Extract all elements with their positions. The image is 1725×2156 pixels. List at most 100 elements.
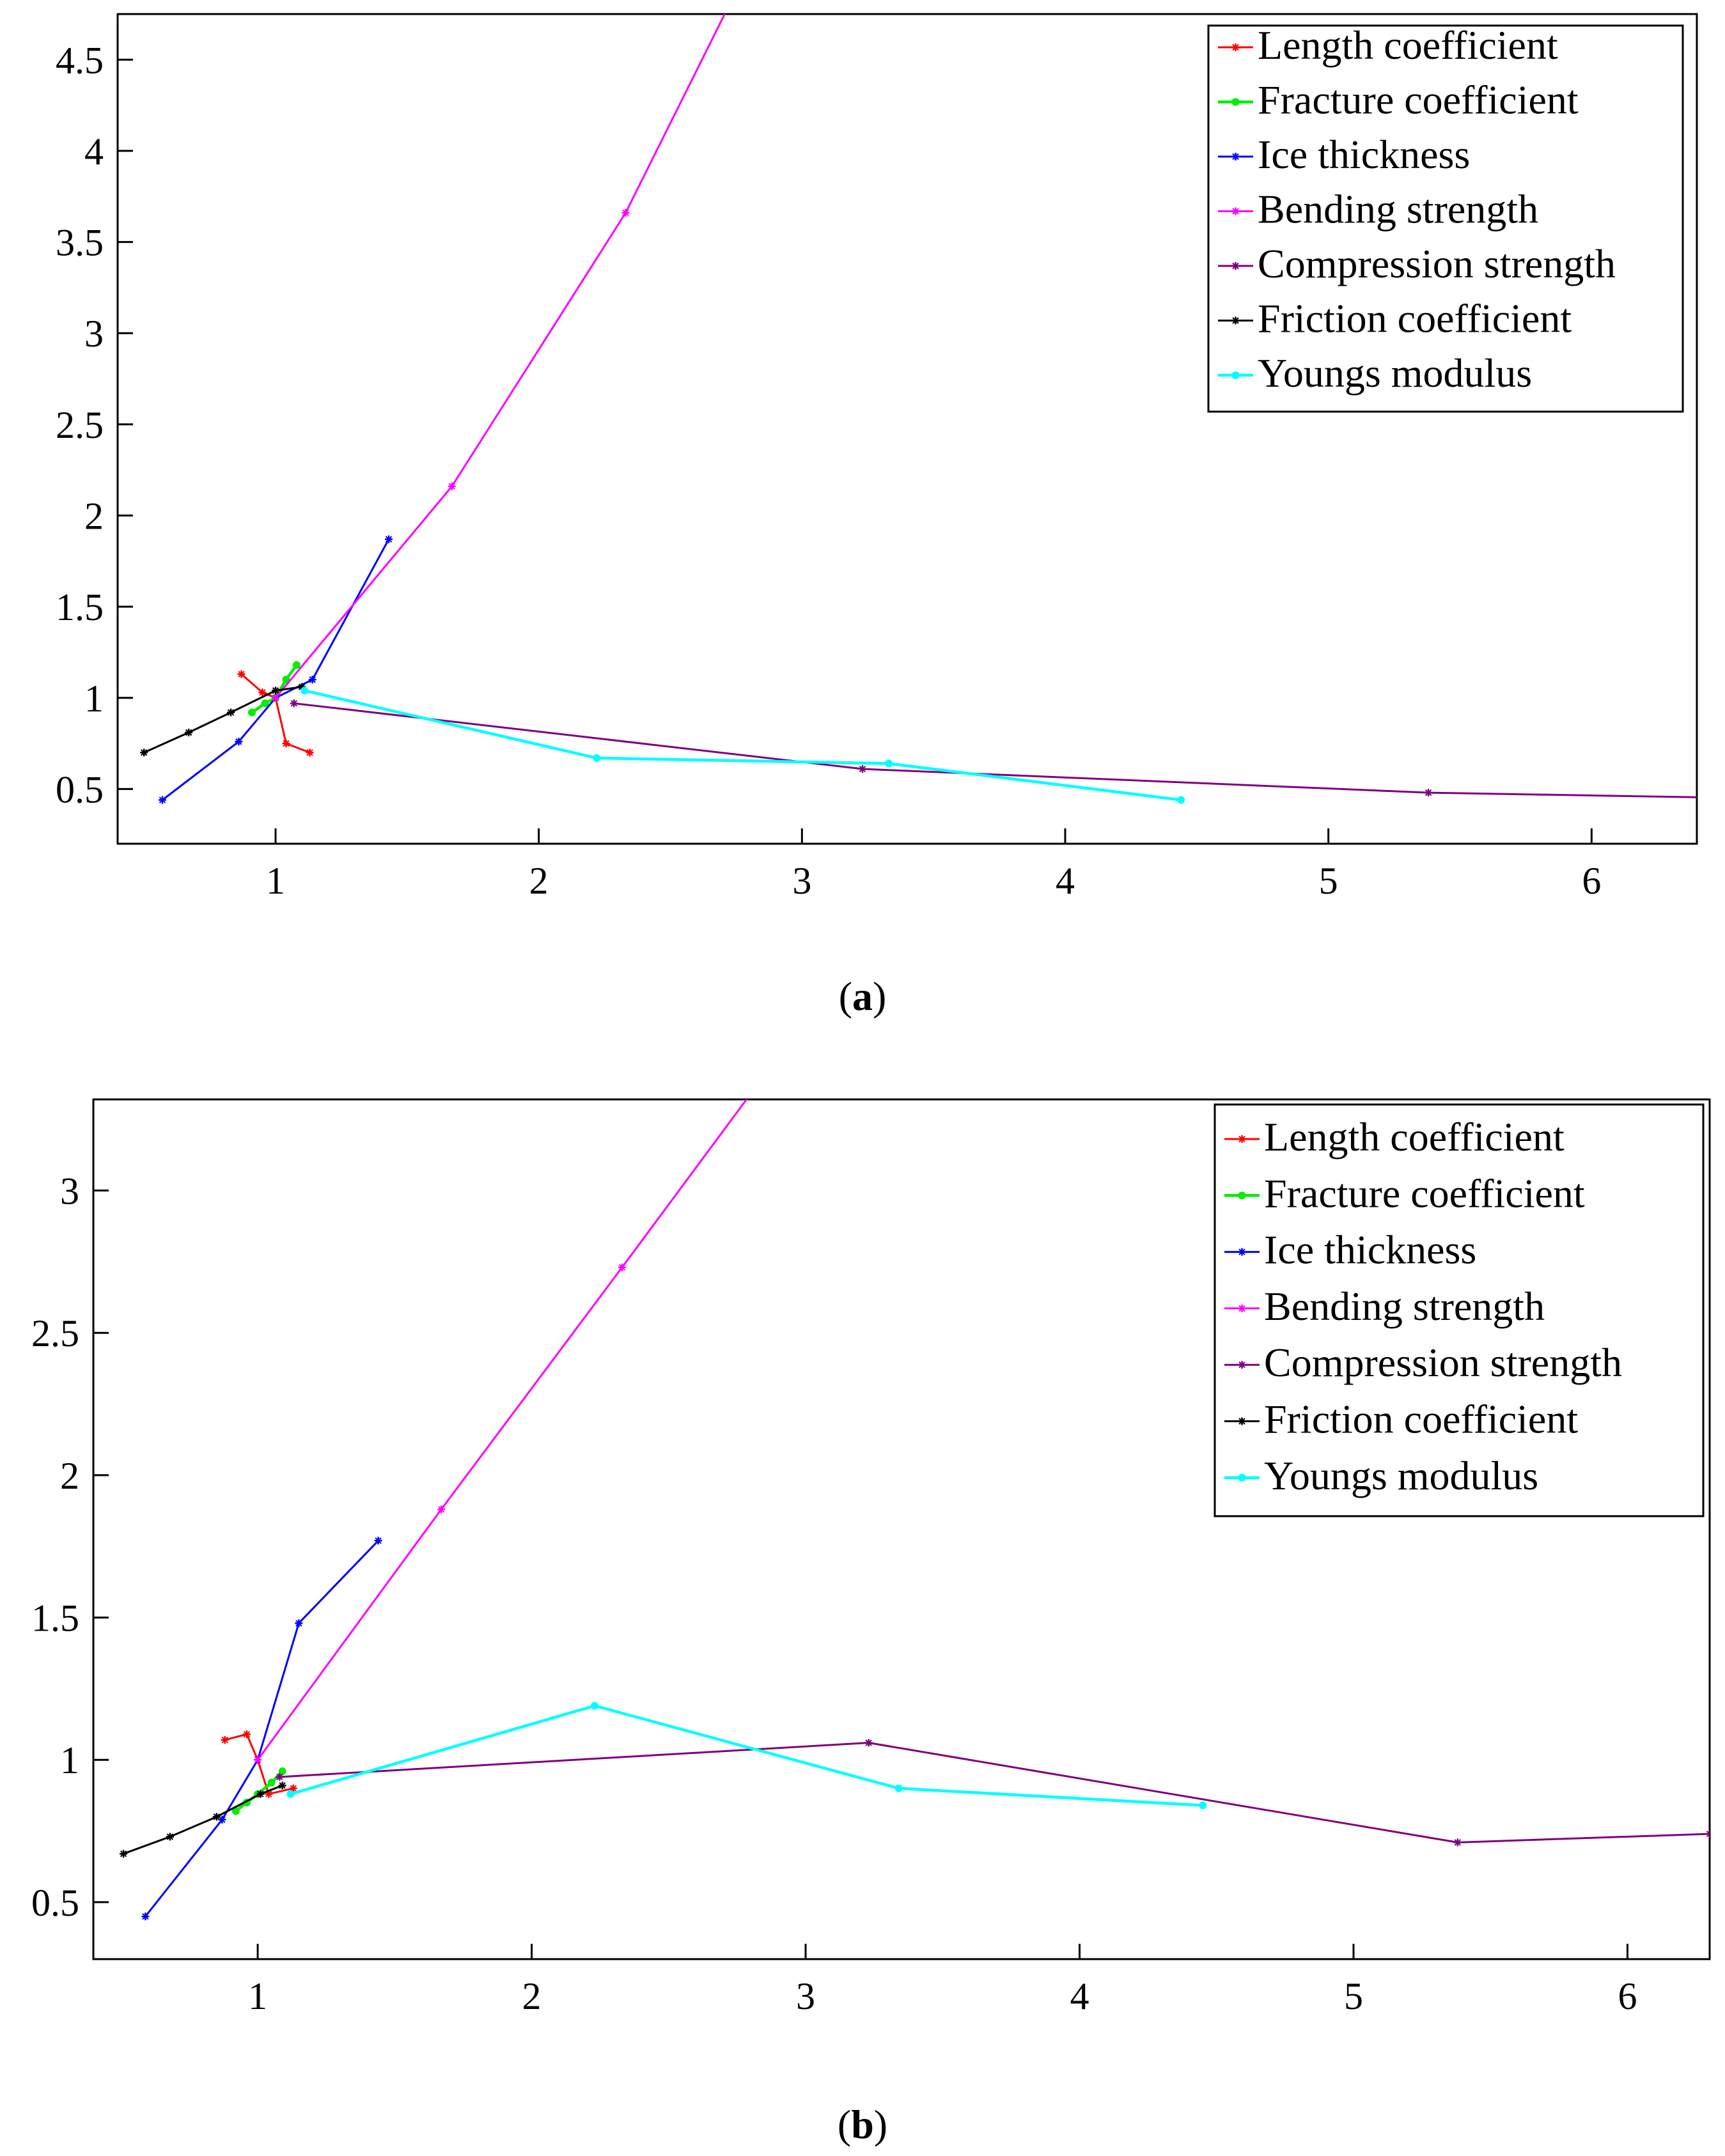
legend-label-compression-strength: Compression strength xyxy=(1258,241,1616,286)
data-point-bending-strength xyxy=(618,1263,626,1271)
data-point-friction-coefficient xyxy=(272,686,279,695)
legend-marker-fracture-coefficient xyxy=(1238,1191,1246,1200)
y-tick-label: 3 xyxy=(84,313,104,355)
series-line-compression-strength xyxy=(293,702,1697,798)
tick-group-a: 1 2 3 4 5 6 0.5 1 1.5 2 2.5 3 3.5 4 4.5 xyxy=(56,39,1601,902)
data-point-compression-strength xyxy=(1424,789,1433,797)
data-point-fracture-coefficient xyxy=(278,1767,286,1776)
legend-marker-fracture-coefficient xyxy=(1231,98,1240,106)
chart-panel-a: 1 2 3 4 5 6 0.5 1 1.5 2 2.5 3 3.5 4 4.5 Length coeffic… xyxy=(56,13,1698,1019)
data-point-youngs-modulus xyxy=(591,1702,599,1710)
data-point-length-coefficient xyxy=(289,1784,297,1792)
data-point-bending-strength xyxy=(802,1016,809,1023)
legend-marker-friction-coefficient xyxy=(1238,1417,1246,1425)
legend-label-friction-coefficient: Friction coefficient xyxy=(1264,1397,1578,1442)
data-point-ice-thickness xyxy=(218,1815,226,1824)
data-point-bending-strength xyxy=(254,1756,262,1764)
series-line-compression-strength xyxy=(279,1742,1710,1843)
legend-label-fracture-coefficient: Fracture coefficient xyxy=(1264,1170,1585,1216)
data-point-ice-thickness xyxy=(374,1537,382,1545)
legend-marker-ice-thickness xyxy=(1238,1248,1246,1256)
data-point-compression-strength xyxy=(1453,1838,1462,1847)
data-point-compression-strength xyxy=(276,1772,284,1781)
data-point-length-coefficient xyxy=(282,740,290,748)
x-tick-label: 6 xyxy=(1618,1975,1637,2017)
data-point-bending-strength xyxy=(272,694,279,702)
data-point-youngs-modulus xyxy=(894,1784,903,1792)
data-point-ice-thickness xyxy=(385,535,393,543)
x-tick-label: 1 xyxy=(266,860,285,902)
series-line-bending-strength xyxy=(256,1099,748,1761)
legend-b: Length coefficient Fracture coefficient Ic… xyxy=(1214,1103,1705,1517)
data-point-friction-coefficient xyxy=(120,1850,128,1858)
legend-marker-length-coefficient xyxy=(1238,1135,1246,1143)
x-tick-label: 6 xyxy=(1582,860,1601,902)
y-tick-label: 1 xyxy=(60,1739,79,1781)
data-point-length-coefficient xyxy=(258,688,267,697)
y-tick-label: 4.5 xyxy=(56,39,104,81)
data-point-ice-thickness xyxy=(158,796,166,804)
legend-marker-ice-thickness xyxy=(1231,153,1240,160)
legend-label-ice-thickness: Ice thickness xyxy=(1258,132,1470,177)
legend-label-fracture-coefficient: Fracture coefficient xyxy=(1258,77,1579,123)
data-point-length-coefficient xyxy=(306,748,314,757)
data-point-compression-strength xyxy=(290,699,298,708)
data-point-length-coefficient xyxy=(242,1730,251,1739)
series-line-bending-strength xyxy=(274,14,726,699)
legend-box xyxy=(1207,24,1684,413)
caption-a: (a) xyxy=(839,973,887,1019)
y-tick-label: 3 xyxy=(60,1170,79,1213)
y-tick-label: 3.5 xyxy=(56,222,104,264)
data-point-length-coefficient xyxy=(221,1736,229,1744)
data-point-length-coefficient xyxy=(237,670,246,678)
legend-label-youngs-modulus: Youngs modulus xyxy=(1264,1453,1538,1498)
x-tick-label: 4 xyxy=(1070,1975,1089,2017)
data-point-friction-coefficient xyxy=(212,1813,221,1821)
y-tick-label: 2 xyxy=(84,495,104,538)
data-point-bending-strength xyxy=(621,208,630,217)
series-line-youngs-modulus xyxy=(304,689,1182,802)
data-point-friction-coefficient xyxy=(256,1790,265,1798)
data-point-youngs-modulus xyxy=(1199,1801,1207,1810)
data-point-youngs-modulus xyxy=(885,759,893,768)
data-point-fracture-coefficient xyxy=(231,1807,240,1815)
legend-label-compression-strength: Compression strength xyxy=(1264,1340,1622,1385)
x-tick-label: 5 xyxy=(1344,1975,1363,2017)
x-tick-label: 5 xyxy=(1319,860,1338,902)
data-point-friction-coefficient xyxy=(278,1781,286,1790)
legend-label-length-coefficient: Length coefficient xyxy=(1264,1114,1565,1159)
data-point-fracture-coefficient xyxy=(292,661,301,669)
data-point-youngs-modulus xyxy=(301,686,309,695)
data-point-ice-thickness xyxy=(235,738,243,746)
data-point-compression-strength xyxy=(864,1739,873,1747)
data-point-fracture-coefficient xyxy=(267,1778,276,1787)
legend-a: Length coefficient Fracture coefficient Ic… xyxy=(1207,22,1684,413)
data-point-ice-thickness xyxy=(295,1619,303,1627)
data-point-friction-coefficient xyxy=(227,708,235,717)
data-point-friction-coefficient xyxy=(166,1833,174,1841)
tick-group-b: 1 2 3 4 5 6 0.5 1 1.5 2 2.5 3 xyxy=(31,1170,1637,2017)
y-tick-label: 2 xyxy=(60,1455,79,1497)
data-point-ice-thickness xyxy=(308,676,316,684)
data-point-friction-coefficient xyxy=(140,748,148,757)
legend-label-length-coefficient: Length coefficient xyxy=(1258,22,1558,68)
legend-marker-length-coefficient xyxy=(1231,43,1240,51)
chart-panel-b: 1 2 3 4 5 6 0.5 1 1.5 2 2.5 3 Length coefficient Fra… xyxy=(31,1016,1711,2147)
data-point-friction-coefficient xyxy=(185,728,193,736)
legend-label-ice-thickness: Ice thickness xyxy=(1264,1227,1476,1273)
data-point-youngs-modulus xyxy=(1177,796,1185,804)
data-point-compression-strength xyxy=(1706,1830,1710,1838)
x-tick-label: 1 xyxy=(248,1975,267,2017)
series-line-youngs-modulus xyxy=(290,1704,1203,1807)
x-tick-label: 3 xyxy=(796,1975,815,2017)
legend-label-youngs-modulus: Youngs modulus xyxy=(1258,350,1532,396)
data-point-fracture-coefficient xyxy=(261,699,269,708)
series-group-a xyxy=(140,14,1697,804)
data-point-youngs-modulus xyxy=(593,754,601,762)
legend-box xyxy=(1214,1103,1705,1517)
y-tick-label: 1 xyxy=(84,678,104,720)
legend-label-bending-strength: Bending strength xyxy=(1264,1284,1545,1329)
series-group-b xyxy=(120,1016,1710,1921)
data-point-compression-strength xyxy=(859,765,867,773)
